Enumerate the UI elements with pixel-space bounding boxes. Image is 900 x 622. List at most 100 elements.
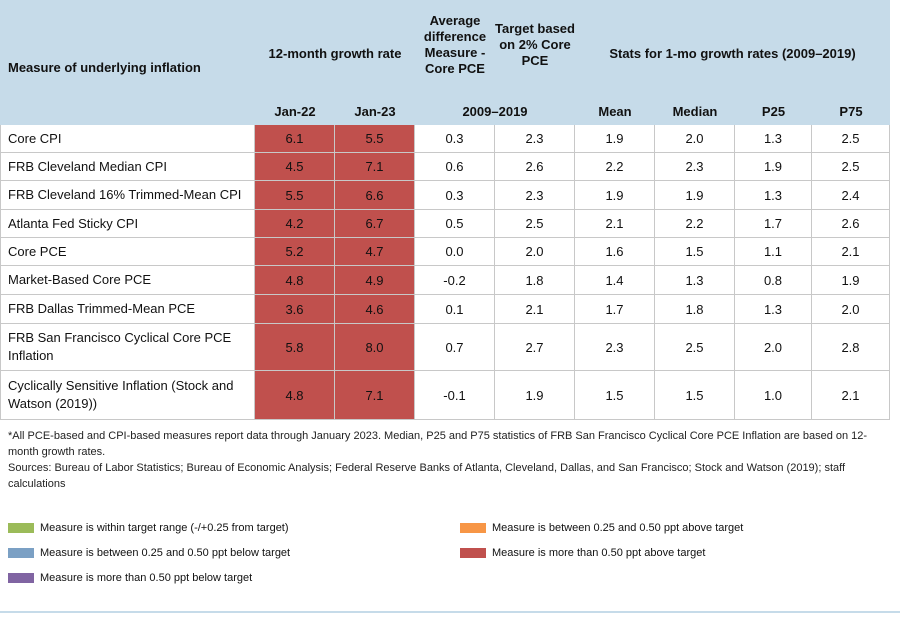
cell-value: 0.0 [415,238,495,266]
cell-value: 2.5 [655,324,735,371]
subheader: Jan-22 [274,104,316,119]
legend-swatch [8,573,34,583]
legend-item: Measure is between 0.25 and 0.50 ppt abo… [460,520,880,536]
header-band [0,0,890,125]
table-left-border [0,125,1,420]
cell-value: 1.5 [655,371,735,420]
cell-value: 0.7 [415,324,495,371]
cell-value: 7.1 [335,371,415,420]
cell-value: 4.2 [255,210,335,238]
row-label: FRB Cleveland 16% Trimmed-Mean CPI [0,181,255,210]
row-label: FRB Cleveland Median CPI [0,153,255,181]
cell-value: 0.1 [415,295,495,324]
cell-value: 2.6 [495,153,575,181]
cell-value: 1.9 [812,266,890,295]
cell-value: 5.5 [335,125,415,153]
cell-value: 2.1 [495,295,575,324]
legend-label: Measure is more than 0.50 ppt above targ… [492,547,706,559]
header-avg-diff: Average difference Measure - Core PCE [423,13,487,76]
row-label: Atlanta Fed Sticky CPI [0,210,255,238]
cell-value: 4.5 [255,153,335,181]
cell-value: 1.3 [735,295,812,324]
cell-value: 1.7 [735,210,812,238]
cell-value: 1.9 [655,181,735,210]
cell-value: 1.4 [575,266,655,295]
cell-value: 1.9 [735,153,812,181]
cell-value: 8.0 [335,324,415,371]
cell-value: 2.3 [575,324,655,371]
cell-value: 4.6 [335,295,415,324]
cell-value: 1.8 [495,266,575,295]
cell-value: 4.9 [335,266,415,295]
cell-value: 2.1 [812,238,890,266]
cell-value: 2.2 [655,210,735,238]
legend-item: Measure is more than 0.50 ppt above targ… [460,545,880,561]
cell-value: 2.3 [495,181,575,210]
legend-item: Measure is within target range (-/+0.25 … [8,520,428,536]
subheader: P25 [761,104,786,119]
legend-swatch [460,548,486,558]
header-growth-rate: 12-month growth rate [268,46,402,61]
header-stats: Stats for 1-mo growth rates (2009–2019) [609,46,856,61]
cell-value: 1.6 [575,238,655,266]
subheader: Mean [598,104,632,119]
cell-value: 5.2 [255,238,335,266]
cell-value: 1.7 [575,295,655,324]
legend-item: Measure is between 0.25 and 0.50 ppt bel… [8,545,428,561]
cell-value: 2.3 [495,125,575,153]
legend-swatch [8,523,34,533]
subheader: P75 [839,104,863,119]
cell-value: 1.3 [735,181,812,210]
cell-value: 2.1 [812,371,890,420]
legend-item: Measure is more than 0.50 ppt below targ… [8,570,428,586]
row-label: FRB Dallas Trimmed-Mean PCE [0,295,255,324]
subheader: Median [672,104,718,119]
legend-swatch [8,548,34,558]
bottom-rule [0,611,900,613]
cell-value: 2.0 [812,295,890,324]
cell-value: 1.8 [655,295,735,324]
cell-value: 0.8 [735,266,812,295]
row-label: Core CPI [0,125,255,153]
cell-value: 4.7 [335,238,415,266]
cell-value: 2.0 [495,238,575,266]
footnote: *All PCE-based and CPI-based measures re… [8,430,868,458]
cell-value: 2.0 [735,324,812,371]
cell-value: 1.3 [735,125,812,153]
cell-value: 1.1 [735,238,812,266]
header-measure: Measure of underlying inflation [8,59,201,75]
cell-value: 2.5 [495,210,575,238]
cell-value: -0.1 [415,371,495,420]
cell-value: 1.0 [735,371,812,420]
cell-value: 2.8 [812,324,890,371]
cell-value: 2.2 [575,153,655,181]
subheader: 2009–2019 [462,104,528,119]
cell-value: 6.6 [335,181,415,210]
cell-value: 7.1 [335,153,415,181]
header-target: Target based on 2% Core PCE [495,21,575,68]
cell-value: 2.7 [495,324,575,371]
cell-value: 4.8 [255,371,335,420]
cell-value: 6.7 [335,210,415,238]
legend-swatch [460,523,486,533]
cell-value: 5.5 [255,181,335,210]
cell-value: 0.5 [415,210,495,238]
row-label: FRB San Francisco Cyclical Core PCE Infl… [0,324,255,371]
sources: Sources: Bureau of Labor Statistics; Bur… [8,462,846,490]
cell-value: 5.8 [255,324,335,371]
cell-value: 2.5 [812,153,890,181]
row-label: Market-Based Core PCE [0,266,255,295]
row-label: Cyclically Sensitive Inflation (Stock an… [0,371,255,420]
legend-label: Measure is within target range (-/+0.25 … [40,522,289,534]
cell-value: 1.5 [655,238,735,266]
cell-value: 2.3 [655,153,735,181]
cell-value: 0.3 [415,181,495,210]
cell-value: 4.8 [255,266,335,295]
cell-value: 2.0 [655,125,735,153]
cell-value: 2.4 [812,181,890,210]
cell-value: 2.1 [575,210,655,238]
cell-value: 2.5 [812,125,890,153]
legend-label: Measure is more than 0.50 ppt below targ… [40,572,253,584]
cell-value: 1.9 [575,181,655,210]
